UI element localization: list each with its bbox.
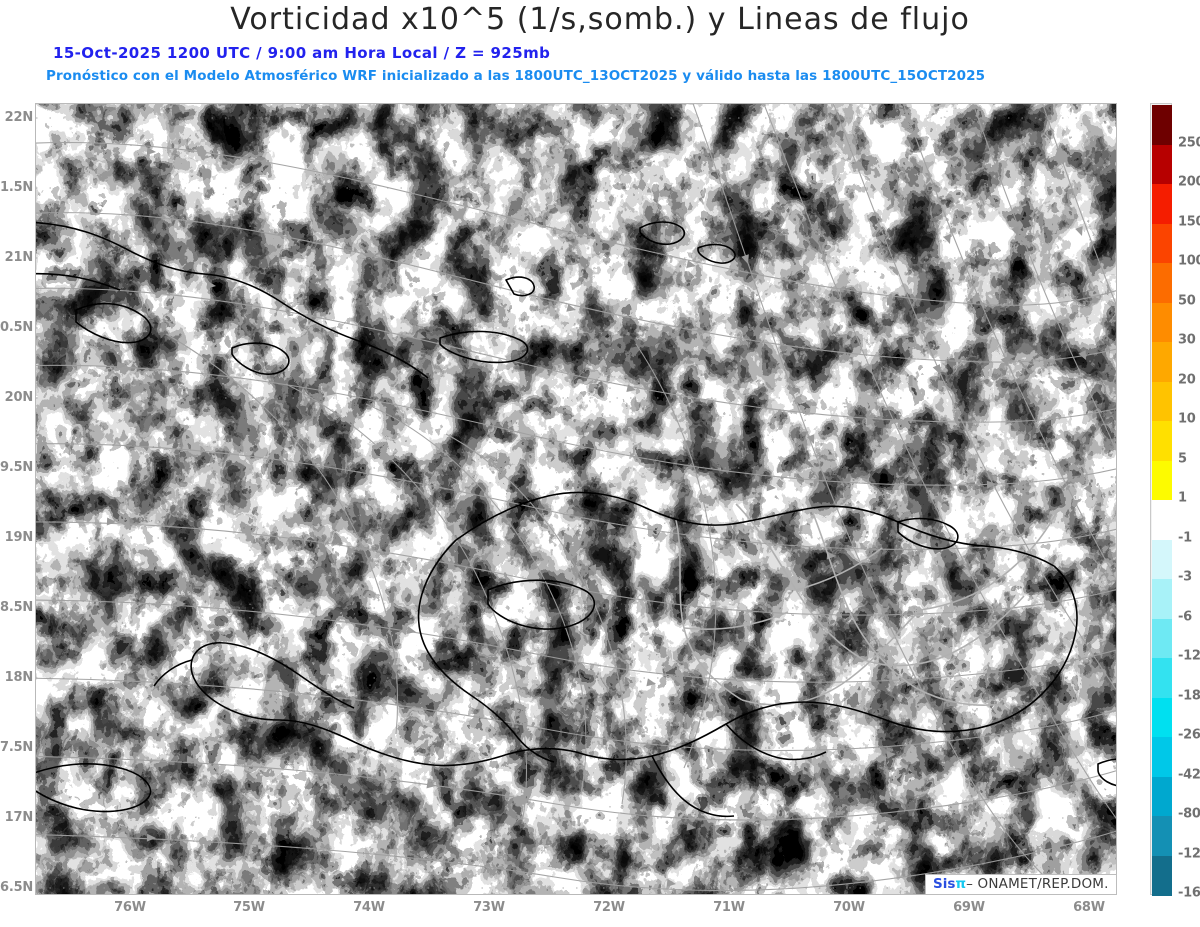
lon-label-76w: 76W — [114, 900, 146, 915]
colorbar-tick: 100 — [1178, 253, 1200, 269]
lat-label-22n: 22N — [4, 110, 34, 125]
colorbar-swatch — [1152, 342, 1172, 383]
subtitle-run-time: 15-Oct-2025 1200 UTC / 9:00 am Hora Loca… — [53, 44, 551, 62]
colorbar-tick: 20 — [1178, 372, 1196, 387]
colorbar-swatch — [1152, 855, 1172, 896]
colorbar-swatch — [1152, 618, 1172, 659]
colorbar-tick: -120 — [1178, 846, 1200, 861]
colorbar-tick: 5 — [1178, 451, 1187, 466]
subtitle-model-info: Pronóstico con el Modelo Atmosférico WRF… — [46, 68, 986, 84]
colorbar-tick: 30 — [1178, 332, 1196, 348]
colorbar-swatch — [1152, 302, 1172, 343]
colorbar-tick: 10 — [1178, 411, 1196, 427]
lon-label-72w: 72W — [593, 900, 625, 915]
lat-label-195n: 9.5N — [0, 460, 34, 475]
lat-label-18n: 18N — [4, 670, 34, 685]
lat-label-185n: 8.5N — [0, 600, 34, 615]
logo-sis-text: Sis — [933, 876, 956, 892]
colorbar-tick: -42 — [1178, 767, 1200, 782]
colorbar-tick: 50 — [1178, 293, 1196, 308]
lat-label-205n: 0.5N — [0, 320, 34, 335]
vorticity-colorbar[interactable] — [1150, 103, 1172, 896]
colorbar-tick: 150 — [1178, 214, 1200, 229]
colorbar-swatch — [1152, 144, 1172, 185]
lat-label-215n: 1.5N — [0, 180, 34, 195]
colorbar-tick: -80 — [1178, 806, 1200, 822]
lon-label-75w: 75W — [233, 900, 265, 915]
colorbar-swatch — [1152, 381, 1172, 422]
lon-label-71w: 71W — [713, 900, 745, 915]
colorbar-swatch — [1152, 105, 1172, 146]
lat-label-21n: 21N — [4, 250, 34, 265]
lon-label-73w: 73W — [473, 900, 505, 915]
colorbar-swatch — [1152, 500, 1172, 541]
colorbar-tick: -26 — [1178, 727, 1200, 743]
colorbar-swatch — [1152, 697, 1172, 738]
lat-label-175n: 7.5N — [0, 740, 34, 755]
colorbar-tick: -12 — [1178, 648, 1200, 664]
lat-label-19n: 19N — [4, 530, 34, 545]
colorbar-swatch — [1152, 460, 1172, 501]
colorbar-swatch — [1152, 539, 1172, 580]
colorbar-swatch — [1152, 223, 1172, 264]
colorbar-swatch — [1152, 421, 1172, 462]
colorbar-tick: 200 — [1178, 174, 1200, 190]
lon-label-74w: 74W — [353, 900, 385, 915]
colorbar-tick: -18 — [1178, 688, 1200, 703]
lat-label-17n: 17N — [4, 810, 34, 825]
map-plot-area[interactable] — [35, 103, 1117, 895]
colorbar-swatch — [1152, 776, 1172, 817]
lon-label-70w: 70W — [833, 900, 865, 915]
colorbar-tick: -160 — [1178, 885, 1200, 901]
logo-pi-icon: π — [955, 876, 967, 892]
colorbar-swatch — [1152, 658, 1172, 699]
colorbar-swatches — [1152, 105, 1172, 896]
colorbar-tick: -6 — [1178, 609, 1192, 624]
onamet-logo-badge: Sisπ– ONAMET/REP.DOM. — [925, 874, 1117, 896]
lon-label-69w: 69W — [953, 900, 985, 915]
lon-label-68w: 68W — [1073, 900, 1105, 915]
colorbar-tick: -3 — [1178, 569, 1192, 585]
colorbar-swatch — [1152, 184, 1172, 225]
chart-header: Vorticidad x10^5 (1/s,somb.) y Lineas de… — [0, 0, 1200, 95]
colorbar-swatch — [1152, 263, 1172, 304]
lat-label-20n: 20N — [4, 390, 34, 405]
colorbar-swatch — [1152, 737, 1172, 778]
colorbar-swatch — [1152, 816, 1172, 857]
colorbar-tick: 250 — [1178, 135, 1200, 150]
vorticity-shading-canvas — [36, 104, 1116, 894]
colorbar-tick: -1 — [1178, 530, 1192, 545]
logo-agency-text: – ONAMET/REP.DOM. — [966, 876, 1109, 892]
colorbar-tick: 1 — [1178, 490, 1187, 506]
page-title: Vorticidad x10^5 (1/s,somb.) y Lineas de… — [230, 2, 970, 37]
colorbar-swatch — [1152, 579, 1172, 620]
lat-label-165n: 6.5N — [0, 880, 34, 895]
